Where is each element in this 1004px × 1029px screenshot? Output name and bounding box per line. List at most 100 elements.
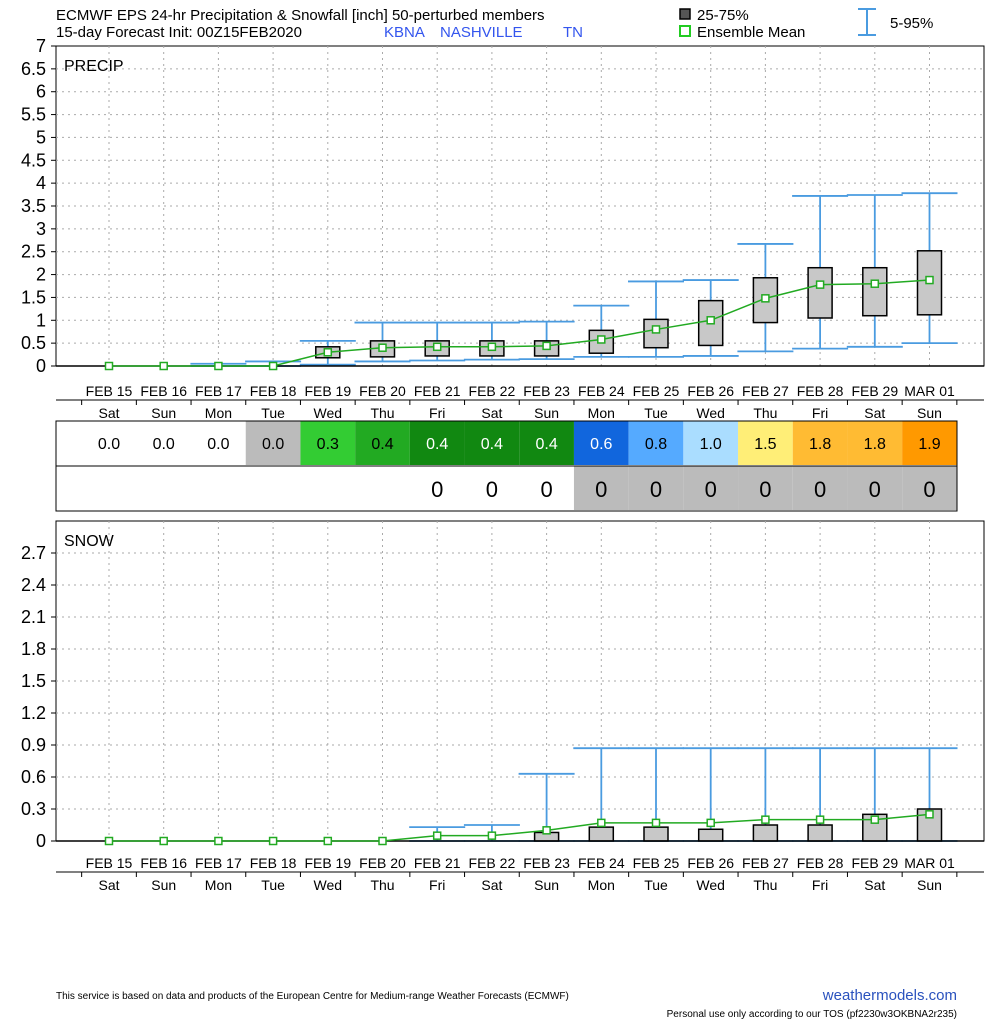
- x-tick-label-date: FEB 25: [633, 855, 680, 871]
- x-tick-label-day: Wed: [696, 405, 725, 421]
- mean-marker: [432, 342, 442, 352]
- mean-marker: [761, 815, 770, 824]
- x-tick-label-date: FEB 16: [140, 383, 187, 399]
- y-tick-label: 2.1: [21, 607, 46, 627]
- x-tick-label-day: Tue: [261, 405, 285, 421]
- x-tick-label-date: FEB 18: [250, 855, 297, 871]
- y-tick-label: 1.8: [21, 639, 46, 659]
- iqr-box: [862, 266, 888, 317]
- x-tick-label-day: Fri: [429, 405, 445, 421]
- x-tick-label-date: FEB 23: [523, 855, 570, 871]
- snow-cell-value: 0: [705, 477, 717, 502]
- x-tick-label-date: MAR 01: [904, 855, 955, 871]
- snow-cell: [519, 466, 574, 510]
- y-tick-label: 3: [36, 219, 46, 239]
- mean-marker: [706, 818, 715, 828]
- mean-marker: [925, 275, 934, 285]
- x-tick-label-date: FEB 27: [742, 855, 789, 871]
- precip-cell: [738, 421, 793, 465]
- x-tick-label-day: Sun: [917, 405, 942, 421]
- y-tick-label: 0.5: [21, 333, 46, 353]
- mean-marker: [870, 815, 880, 824]
- header-station-code: KBNA: [384, 24, 425, 41]
- footer-brand-link[interactable]: weathermodels.com: [822, 987, 957, 1004]
- snow-cell: [628, 466, 684, 510]
- mean-marker: [159, 836, 168, 846]
- footer-tos: Personal use only according to our TOS (…: [667, 1009, 957, 1020]
- mean-marker: [432, 831, 442, 840]
- mean-marker: [651, 325, 661, 334]
- header-station-state: TN: [563, 24, 583, 41]
- x-tick-label-date: FEB 15: [86, 383, 133, 399]
- x-tick-label-day: Wed: [314, 405, 343, 421]
- precip-cell-value: 0.4: [426, 436, 448, 453]
- mean-marker: [104, 361, 114, 371]
- y-tick-label: 2.4: [21, 575, 46, 595]
- footer-disclaimer: This service is based on data and produc…: [56, 991, 569, 1002]
- mean-marker: [870, 279, 880, 288]
- y-tick-label: 7: [36, 36, 46, 56]
- precip-cell-value: 0.0: [207, 436, 229, 453]
- snow-cell-value: 0: [869, 477, 881, 502]
- x-tick-label-day: Sat: [481, 405, 502, 421]
- x-tick-label-date: FEB 18: [250, 383, 297, 399]
- y-tick-label: 2.7: [21, 543, 46, 563]
- x-tick-label-day: Wed: [696, 877, 725, 893]
- header-title: ECMWF EPS 24-hr Precipitation & Snowfall…: [56, 7, 545, 24]
- legend-box-label: 25-75%: [697, 7, 749, 24]
- x-tick-label-date: FEB 23: [523, 383, 570, 399]
- snow-cell: [573, 466, 629, 510]
- y-tick-label: 2: [36, 265, 46, 285]
- mean-marker: [487, 831, 497, 840]
- snow-cell-value: 0: [923, 477, 935, 502]
- panel-label: PRECIP: [64, 58, 124, 75]
- precip-cell-value: 0.4: [535, 436, 557, 453]
- mean-marker: [651, 818, 661, 828]
- x-tick-label-day: Thu: [370, 877, 394, 893]
- y-tick-label: 0: [36, 356, 46, 376]
- precip-cell: [191, 421, 246, 465]
- x-tick-label-date: FEB 28: [797, 855, 844, 871]
- snow-cell-value: 0: [595, 477, 607, 502]
- x-tick-label-date: FEB 17: [195, 855, 242, 871]
- x-tick-label-day: Sat: [98, 405, 119, 421]
- x-tick-label-date: MAR 01: [904, 383, 955, 399]
- precip-cell: [628, 421, 684, 465]
- mean-marker: [268, 836, 278, 846]
- y-tick-label: 5.5: [21, 105, 46, 125]
- precip-cell-value: 0.0: [98, 436, 120, 453]
- precip-cell: [847, 421, 903, 465]
- snow-cell: [191, 466, 246, 510]
- x-tick-label-day: Fri: [812, 405, 828, 421]
- precip-cell-value: 1.8: [864, 436, 886, 453]
- mean-marker: [815, 815, 825, 824]
- panel-label: SNOW: [64, 533, 115, 550]
- precip-cell-value: 1.9: [918, 436, 940, 453]
- x-tick-label-date: FEB 24: [578, 855, 625, 871]
- precip-cell-value: 0.6: [590, 436, 612, 453]
- y-tick-label: 1.2: [21, 703, 46, 723]
- x-tick-label-date: FEB 29: [851, 383, 898, 399]
- x-tick-label-day: Sat: [98, 877, 119, 893]
- snow-cell: [847, 466, 903, 510]
- x-tick-label-date: FEB 21: [414, 383, 461, 399]
- precip-cell: [245, 421, 301, 465]
- x-tick-label-day: Wed: [314, 877, 343, 893]
- snow-cell: [300, 466, 356, 510]
- precip-cell: [573, 421, 629, 465]
- x-tick-label-day: Sat: [864, 405, 885, 421]
- precip-cell-value: 0.4: [481, 436, 503, 453]
- x-tick-label-day: Fri: [429, 877, 445, 893]
- snow-cell: [902, 466, 957, 510]
- snow-panel: 0 0.3 0.6 0.9 1.2 1.5 1.8 2.1 2.4 2.7 SNOW FEB 15 Sa…: [21, 520, 985, 893]
- snow-cell: [81, 466, 137, 510]
- x-tick-label-day: Sun: [534, 877, 559, 893]
- precip-cell: [683, 421, 739, 465]
- mean-marker: [323, 836, 333, 846]
- mean-marker: [214, 361, 223, 371]
- x-tick-label-day: Tue: [644, 877, 668, 893]
- mean-marker: [597, 335, 606, 344]
- mean-marker: [815, 280, 825, 289]
- iqr-box: [643, 826, 669, 842]
